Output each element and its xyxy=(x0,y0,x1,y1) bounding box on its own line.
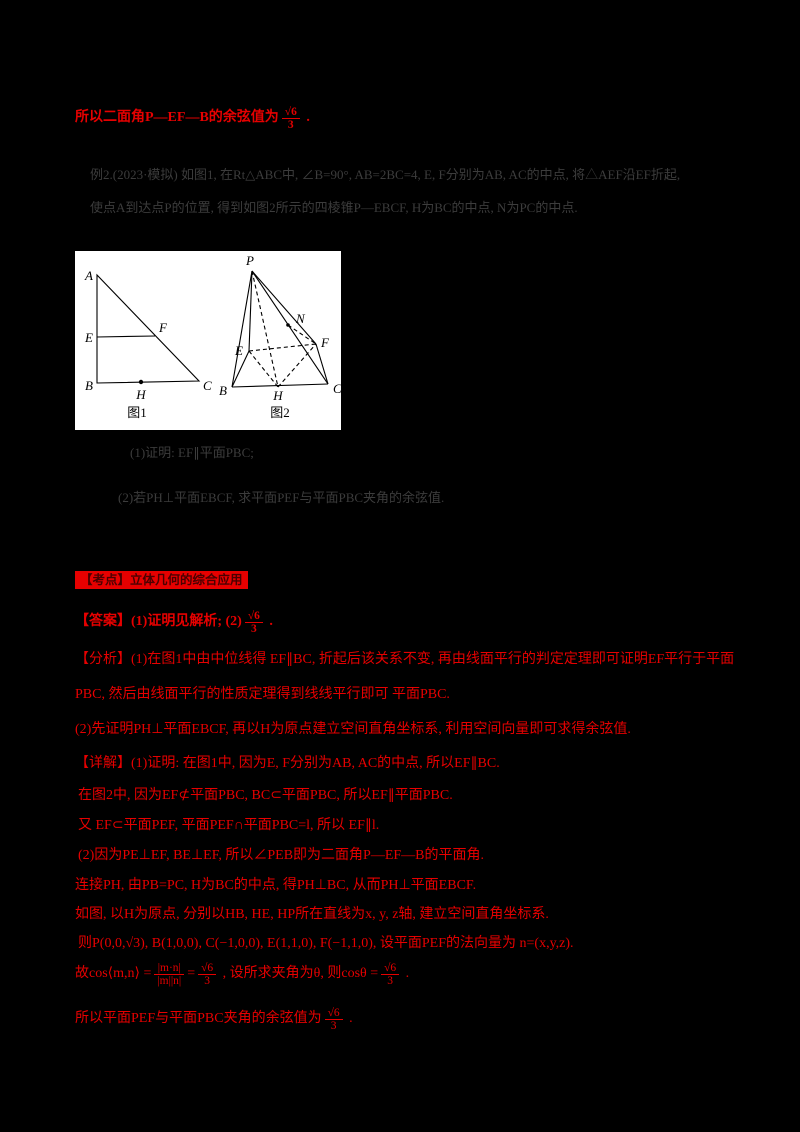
fraction: √6 3 xyxy=(244,610,263,636)
analysis-line-1: 【分析】(1)在图1中由中位线得 EF∥BC, 折起后该关系不变, 再由线面平行… xyxy=(75,652,735,667)
prev-answer-text: 所以二面角P—EF—B的余弦值为 xyxy=(75,109,279,125)
fig1-label-A: A xyxy=(84,268,93,283)
conclusion-line: 所以平面PEF与平面PBC夹角的余弦值为 √6 3 . xyxy=(75,1007,353,1033)
fraction-denominator: |m||n| xyxy=(157,975,182,988)
conclusion-period: . xyxy=(345,1010,353,1026)
fig2-label-P: P xyxy=(245,253,254,268)
fig2-label-C: C xyxy=(333,381,341,396)
detail-line-5: 连接PH, 由PB=PC, H为BC的中点, 得PH⊥BC, 从而PH⊥平面EB… xyxy=(75,878,477,893)
fraction: √6 3 xyxy=(281,106,300,132)
fraction-denominator: 3 xyxy=(250,623,257,636)
conclusion-text: 所以平面PEF与平面PBC夹角的余弦值为 xyxy=(75,1010,322,1026)
formula-lead: 故cos⟨m,n⟩ = xyxy=(75,965,152,981)
figure-2 xyxy=(231,270,329,388)
fig2-label-B: B xyxy=(219,383,227,398)
fig2-label-H: H xyxy=(272,388,283,403)
analysis-line-3: (2)先证明PH⊥平面EBCF, 再以H为原点建立空间直角坐标系, 利用空间向量… xyxy=(75,722,631,737)
detail-line-7: 则P(0,0,√3), B(1,0,0), C(−1,0,0), E(1,1,0… xyxy=(78,936,574,951)
formula-tail: , 设所求夹角为θ, 则cosθ = xyxy=(219,965,379,981)
answer-period: . xyxy=(265,613,273,629)
topic-highlight: 【考点】立体几何的综合应用 xyxy=(75,571,248,591)
fraction-denominator: 3 xyxy=(204,975,210,988)
fraction-numerator: √6 xyxy=(381,962,400,976)
question-2: (2)若PH⊥平面EBCF, 求平面PEF与平面PBC夹角的余弦值. xyxy=(118,490,445,505)
fig1-label-H: H xyxy=(135,387,146,402)
answer-line: 【答案】(1)证明见解析; (2) √6 3 . xyxy=(75,610,273,636)
problem-line-2: 使点A到达点P的位置, 得到如图2所示的四棱锥P—EBCF, H为BC的中点, … xyxy=(90,200,578,215)
fraction: |m·n| |m||n| xyxy=(154,962,185,988)
fraction-numerator: √6 xyxy=(198,962,217,976)
fig1-caption: 图1 xyxy=(127,405,147,420)
detail-line-1: 【详解】(1)证明: 在图1中, 因为E, F分别为AB, AC的中点, 所以E… xyxy=(75,756,500,771)
fig2-label-N: N xyxy=(295,311,306,326)
fraction: √6 3 xyxy=(381,962,400,988)
fraction-numerator: √6 xyxy=(324,1007,343,1021)
fraction-denominator: 3 xyxy=(330,1020,337,1033)
fig1-label-E: E xyxy=(84,330,93,345)
fraction-numerator: √6 xyxy=(244,610,263,624)
prev-answer-line: 所以二面角P—EF—B的余弦值为 √6 3 . xyxy=(75,106,310,132)
topic-label: 【考点】立体几何的综合应用 xyxy=(75,571,248,589)
fraction: √6 3 xyxy=(324,1007,343,1033)
fig2-label-E: E xyxy=(234,343,243,358)
detail-line-2: 在图2中, 因为EF⊄平面PBC, BC⊂平面PBC, 所以EF∥平面PBC. xyxy=(78,788,453,803)
prev-answer-period: . xyxy=(302,109,310,125)
fraction: √6 3 xyxy=(198,962,217,988)
fig2-caption: 图2 xyxy=(270,405,290,420)
formula-equals: = xyxy=(187,965,196,981)
question-1: (1)证明: EF∥平面PBC; xyxy=(130,445,254,460)
answer-text: 【答案】(1)证明见解析; (2) xyxy=(75,613,242,629)
formula-line: 故cos⟨m,n⟩ = |m·n| |m||n| = √6 3 , 设所求夹角为θ, 则c… xyxy=(75,962,409,988)
fraction-numerator: √6 xyxy=(281,106,300,120)
problem-line-1: 例2.(2023·模拟) 如图1, 在Rt△ABC中, ∠B=90°, AB=2… xyxy=(90,167,681,182)
detail-line-4: (2)因为PE⊥EF, BE⊥EF, 所以∠PEB即为二面角P—EF—B的平面角… xyxy=(78,848,485,863)
figures-svg: A E F B H C 图1 xyxy=(84,253,341,420)
fig1-label-B: B xyxy=(85,378,93,393)
figure-panel: A E F B H C 图1 xyxy=(75,251,341,430)
figure-1 xyxy=(96,273,201,385)
fig1-label-F: F xyxy=(158,320,168,335)
fraction-numerator: |m·n| xyxy=(154,962,185,976)
detail-line-3: 又 EF⊂平面PEF, 平面PEF∩平面PBC=l, 所以 EF∥l. xyxy=(78,818,380,833)
formula-period: . xyxy=(402,965,410,981)
fig1-label-C: C xyxy=(203,378,212,393)
detail-line-6: 如图, 以H为原点, 分别以HB, HE, HP所在直线为x, y, z轴, 建… xyxy=(75,907,549,922)
fraction-denominator: 3 xyxy=(387,975,394,988)
fig2-label-F: F xyxy=(320,335,330,350)
fraction-denominator: 3 xyxy=(287,119,294,132)
analysis-line-2: PBC, 然后由线面平行的性质定理得到线线平行即可 平面PBC. xyxy=(75,687,450,702)
